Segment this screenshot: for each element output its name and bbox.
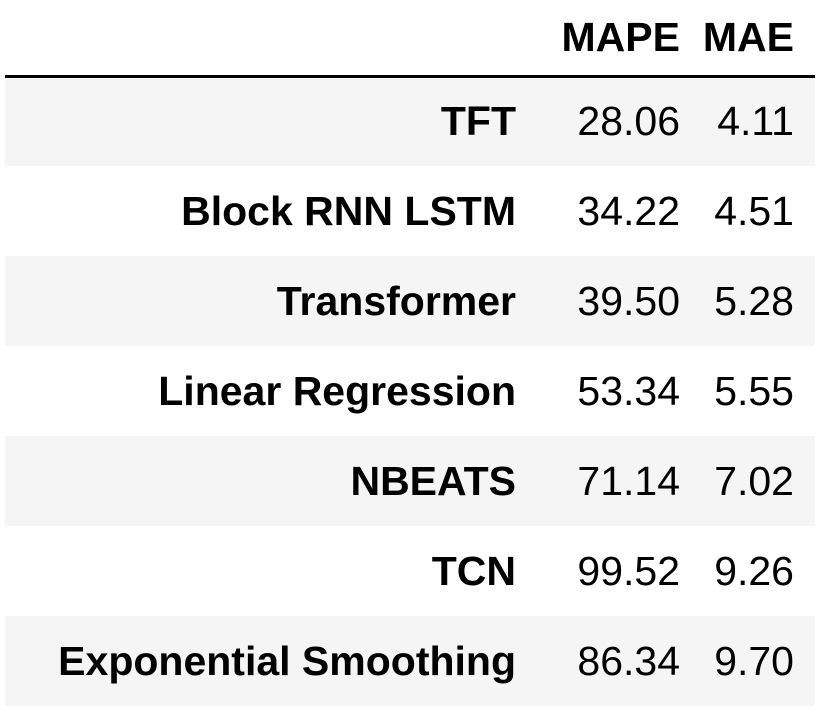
header-row: MAPE MAE [5,0,815,78]
table-row: NBEATS 71.14 7.02 [5,436,815,526]
table-row: Exponential Smoothing 86.34 9.70 [5,616,815,706]
mape-cell: 34.22 [577,187,680,234]
mae-cell: 4.51 [714,187,794,234]
header-corner [5,0,537,78]
mape-cell: 28.06 [577,98,680,145]
metrics-table: MAPE MAE TFT 28.06 4.11 Block RNN LSTM 3… [5,0,815,706]
mae-cell: 9.26 [714,547,794,594]
row-label: Block RNN LSTM [181,187,516,234]
table-row: Block RNN LSTM 34.22 4.51 [5,166,815,256]
row-label: Linear Regression [158,367,516,414]
table-header: MAPE MAE [5,0,815,78]
row-label: NBEATS [350,457,516,504]
mape-cell: 99.52 [577,547,680,594]
mape-cell: 39.50 [577,277,680,324]
table-body: TFT 28.06 4.11 Block RNN LSTM 34.22 4.51… [5,76,815,706]
column-header-mape: MAPE [537,0,701,78]
column-header-mae: MAE [701,0,815,78]
mae-cell: 9.70 [714,637,794,684]
table-row: TFT 28.06 4.11 [5,76,815,166]
table-row: Transformer 39.50 5.28 [5,256,815,346]
mape-cell: 53.34 [577,367,680,414]
row-label: Transformer [276,277,516,324]
mae-cell: 7.02 [714,457,794,504]
table-row: TCN 99.52 9.26 [5,526,815,616]
row-label: TFT [440,98,516,145]
table-row: Linear Regression 53.34 5.55 [5,346,815,436]
mae-cell: 4.11 [717,98,794,145]
mape-cell: 86.34 [577,637,680,684]
mae-cell: 5.28 [714,277,794,324]
row-label: Exponential Smoothing [58,637,516,684]
mape-cell: 71.14 [577,457,680,504]
mae-cell: 5.55 [714,367,794,414]
row-label: TCN [431,547,516,594]
